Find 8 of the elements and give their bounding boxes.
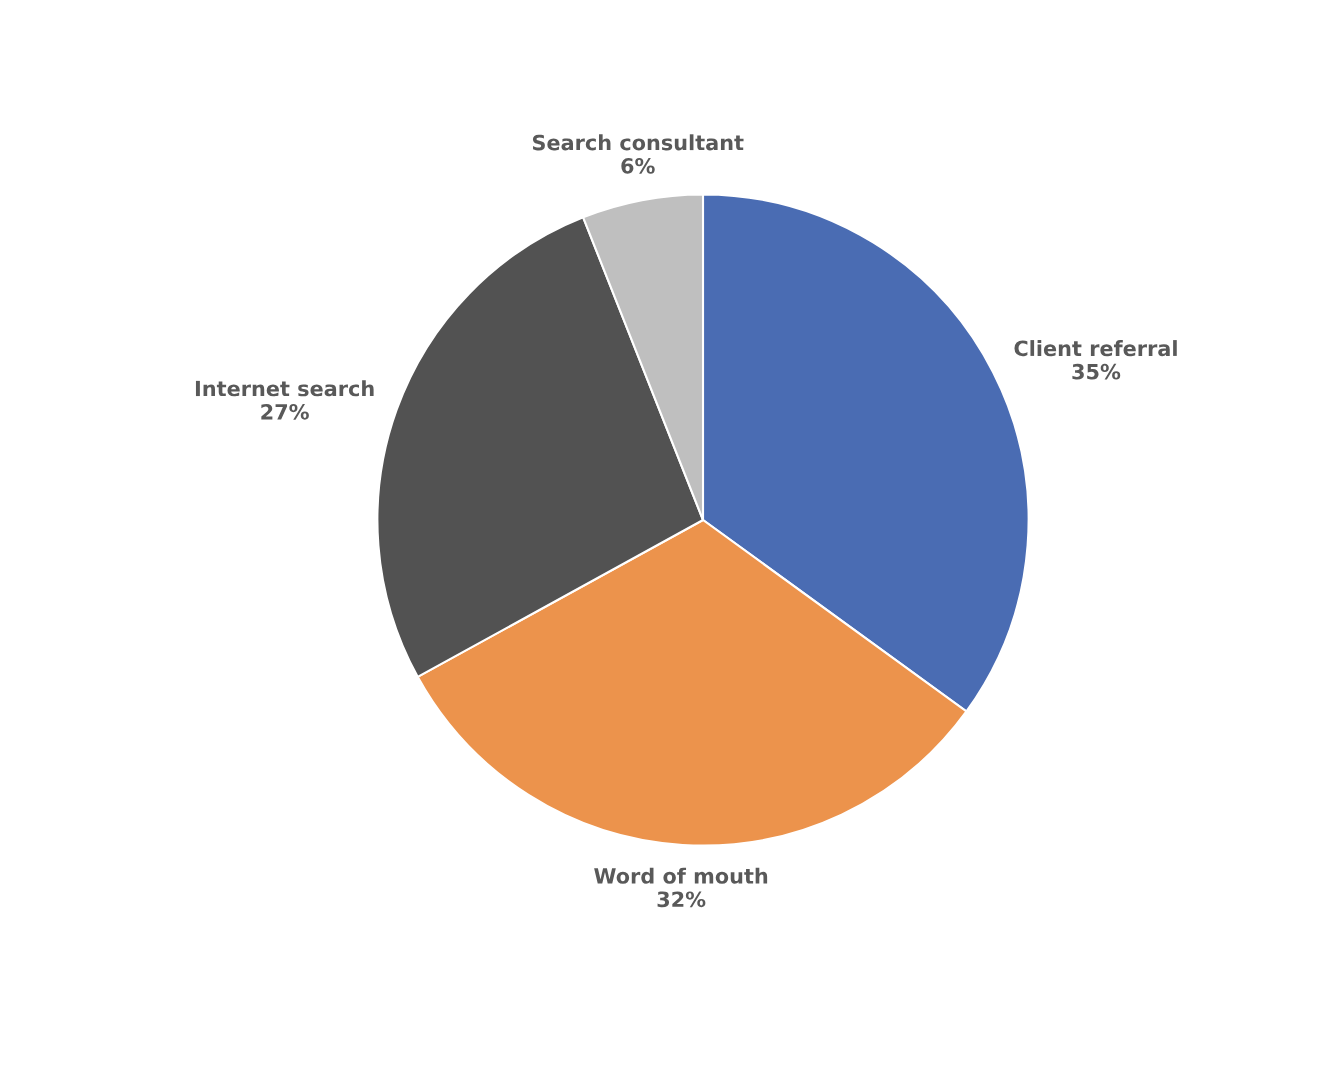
slice-label: Search consultant [532,134,744,151]
slice-label: Word of mouth [594,867,768,884]
data-label: 35% [1072,363,1121,380]
data-label: 27% [261,403,309,420]
slice-label: Internet search [195,380,374,397]
data-label: 6% [621,157,655,174]
slice-label: Client referral [1014,340,1177,357]
data-label: 32% [657,891,706,908]
